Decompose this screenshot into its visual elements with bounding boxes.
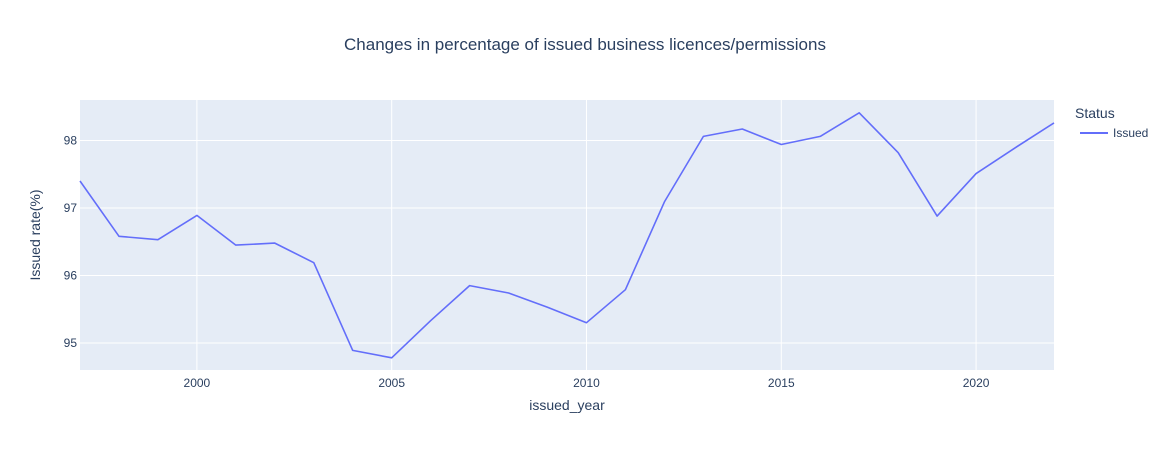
legend-item-label[interactable]: Issued <box>1113 126 1148 140</box>
legend-title: Status <box>1075 105 1115 121</box>
x-axis-label: issued_year <box>529 397 605 413</box>
y-tick-label: 97 <box>64 201 78 215</box>
grid-lines <box>80 100 1054 370</box>
x-tick-label: 2000 <box>184 376 211 390</box>
series-lines <box>79 112 1055 359</box>
x-tick-label: 2020 <box>963 376 990 390</box>
series-line-issued <box>79 112 1055 359</box>
x-tick-label: 2005 <box>378 376 405 390</box>
chart-title: Changes in percentage of issued business… <box>344 35 826 54</box>
legend-items: Issued <box>1080 126 1148 140</box>
tick-labels: 2000 2005 2010 2015 2020 95 96 97 98 <box>64 134 990 391</box>
x-tick-label: 2015 <box>768 376 795 390</box>
y-tick-label: 95 <box>64 336 78 350</box>
y-tick-label: 96 <box>64 269 78 283</box>
legend: Status Issued <box>1075 105 1148 140</box>
x-tick-label: 2010 <box>573 376 600 390</box>
y-tick-label: 98 <box>64 134 78 148</box>
y-axis-label: Issued rate(%) <box>27 189 43 280</box>
